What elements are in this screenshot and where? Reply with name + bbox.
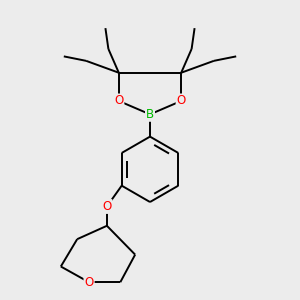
Text: O: O: [114, 94, 123, 107]
Text: O: O: [102, 200, 112, 213]
Text: O: O: [177, 94, 186, 107]
Text: O: O: [84, 276, 94, 289]
Text: B: B: [146, 108, 154, 121]
